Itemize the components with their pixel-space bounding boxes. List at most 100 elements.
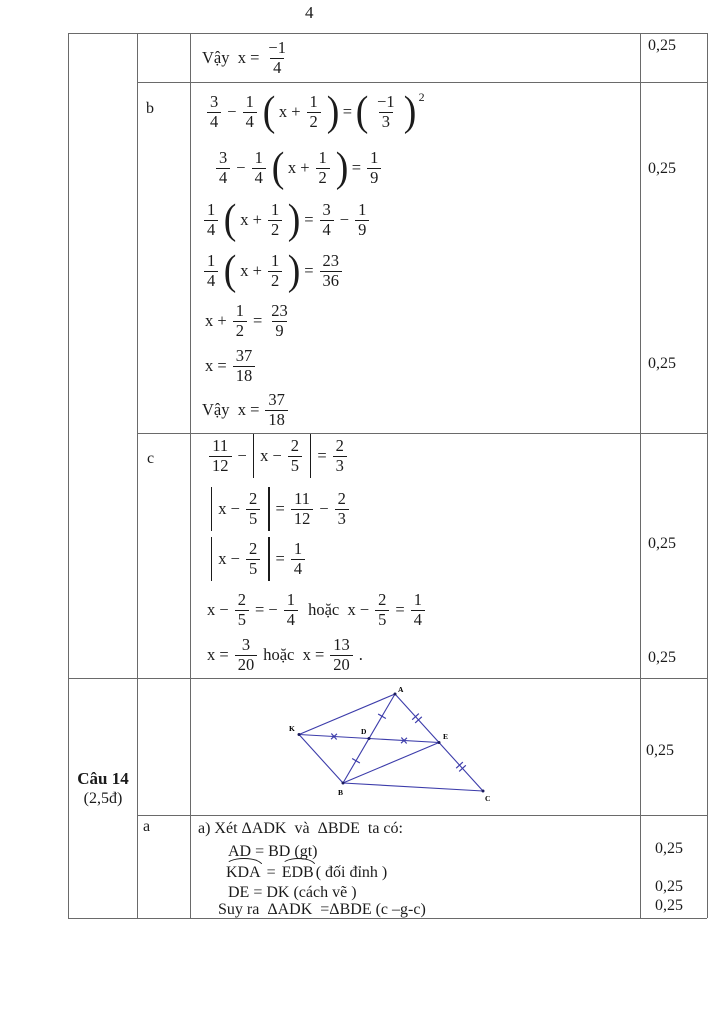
math-text: = — [351, 158, 362, 177]
vertex-label: B — [338, 788, 343, 797]
left-paren: ( — [262, 89, 276, 135]
fraction-denominator: 4 — [242, 111, 257, 131]
question-label: Câu 14 (2,5đ) — [69, 768, 137, 809]
math-text: − — [237, 446, 247, 465]
equation-line: x −2 5 = −1 4 hoặc x −2 5 = 1 4 — [205, 588, 429, 632]
angle-with-arc: EDB — [280, 858, 316, 881]
fraction-numerator: −1 — [377, 92, 395, 112]
math-text: a) Xét ΔADK và ΔBDE ta có: — [198, 820, 403, 837]
math-text: Vậy x = — [202, 400, 260, 419]
question-total-points: (2,5đ) — [83, 790, 123, 808]
fraction-numerator: 2 — [337, 489, 346, 509]
math-text: DE = DK (cách vẽ ) — [228, 884, 357, 901]
fraction-numerator: 23 — [271, 301, 288, 321]
mark-value: 0,25 — [655, 897, 683, 914]
table-border — [190, 33, 191, 918]
equation-line: 3 4−1 4(x +1 2) = 1 9 — [212, 146, 385, 190]
fraction-denominator: 4 — [290, 558, 306, 578]
tick-mark — [351, 757, 361, 764]
tick-mark — [377, 713, 387, 720]
absolute-value-bar — [252, 434, 255, 478]
fraction-denominator: 2 — [232, 320, 247, 340]
math-text: = — [317, 446, 327, 465]
equation-line: 3 4−1 4(x +1 2) =(−1 3) 2 — [203, 90, 425, 134]
fraction-numerator: 2 — [378, 590, 387, 610]
equation-line: 11 12− x −2 5 = 2 3 — [205, 434, 351, 478]
fraction-numerator: 1 — [293, 539, 303, 559]
fraction: 37 18 — [232, 346, 256, 385]
equation-line: x −2 5 = 11 12−2 3 — [207, 487, 353, 531]
fraction-numerator: 23 — [322, 251, 340, 271]
math-text: x − — [218, 549, 240, 568]
fraction-numerator: 13 — [333, 635, 350, 655]
fraction-denominator: 2 — [267, 219, 283, 239]
equation-line: Vậy x = −1 4 — [200, 36, 293, 80]
fraction-numerator: 11 — [294, 489, 311, 509]
math-text: = — [275, 499, 285, 518]
fraction-denominator: 4 — [204, 270, 219, 290]
table-border — [68, 33, 707, 34]
row-letter: c — [147, 450, 155, 467]
fraction-numerator: 3 — [210, 92, 219, 112]
table-border — [68, 918, 707, 919]
fraction-numerator: 1 — [286, 590, 295, 610]
fraction-numerator: 1 — [413, 590, 422, 610]
equation-line: x + 1 2 = 23 9 — [203, 299, 295, 343]
fraction-denominator: 9 — [367, 167, 382, 187]
fraction-numerator: 1 — [207, 251, 216, 271]
table-border — [707, 33, 708, 918]
right-paren: ) — [326, 89, 340, 135]
fraction-numerator: 2 — [290, 436, 300, 456]
right-paren: ) — [287, 248, 301, 294]
fraction-numerator: 1 — [270, 251, 280, 271]
left-paren: ( — [223, 248, 237, 294]
fraction-denominator: 5 — [234, 609, 249, 629]
tick-mark — [458, 764, 467, 772]
fraction-denominator: 18 — [265, 409, 288, 429]
mark-value: 0,25 — [648, 535, 676, 552]
table-border — [640, 33, 641, 918]
fraction-numerator: 2 — [237, 590, 246, 610]
fraction-numerator: 2 — [248, 539, 258, 559]
equation-line: x = 3 20 hoặc x = 13 20. — [205, 633, 365, 677]
math-text: x = — [207, 645, 229, 664]
math-text: . — [358, 645, 363, 664]
right-paren: ) — [287, 197, 301, 243]
math-text: x − — [207, 600, 229, 619]
equation-line: Vậy x = 37 18 — [200, 388, 292, 432]
fraction-numerator: 37 — [235, 346, 253, 366]
fraction: 23 9 — [268, 301, 291, 340]
fraction-denominator: 5 — [245, 558, 261, 578]
vertex-dot — [341, 781, 345, 785]
absolute-value-bar — [310, 434, 312, 478]
fraction-numerator: 1 — [235, 301, 244, 321]
math-text: AD = BD (gt) — [228, 843, 318, 860]
tick-mark — [414, 716, 423, 724]
equation-line: 1 4(x +1 2) = 3 4−1 9 — [200, 198, 373, 242]
diagram-segment — [298, 734, 344, 784]
fraction-numerator: 2 — [335, 436, 344, 456]
fraction-denominator: 36 — [319, 270, 342, 290]
math-text: = — [342, 102, 353, 121]
proof-line: AD = BD (gt) — [226, 843, 319, 861]
vertex-dot — [393, 692, 397, 696]
proof-line: KDA = EDB( đối đỉnh ) — [225, 858, 389, 882]
fraction-numerator: 3 — [241, 635, 251, 655]
math-text: x − — [260, 446, 282, 465]
fraction: 13 20 — [330, 635, 353, 674]
question-number: Câu 14 — [77, 769, 129, 788]
proof-line: a) Xét ΔADK và ΔBDE ta có: — [196, 820, 405, 838]
fraction-numerator: 1 — [270, 200, 280, 220]
